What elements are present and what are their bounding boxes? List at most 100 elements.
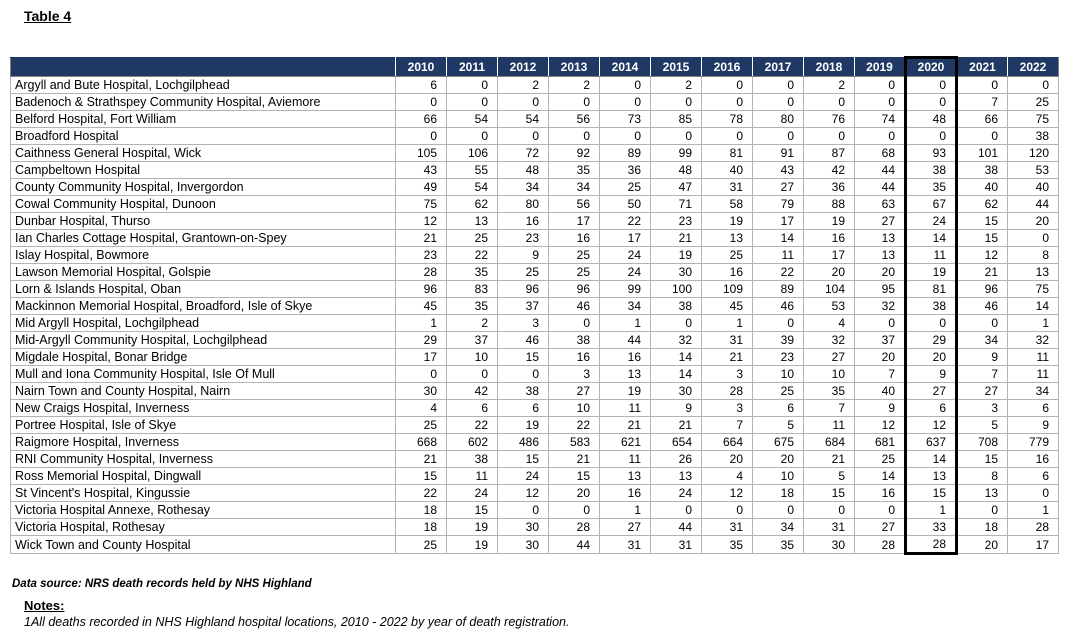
year-value-cell: 81 [904,280,958,298]
year-value-cell: 14 [752,229,804,247]
year-value-cell: 11 [752,246,804,264]
year-value-cell: 40 [956,178,1008,196]
year-value-cell: 19 [701,212,753,230]
year-value-cell: 20 [956,535,1008,554]
year-value-cell: 38 [446,450,498,468]
year-value-cell: 34 [956,331,1008,349]
year-value-cell: 0 [854,501,906,519]
year-value-cell: 21 [395,450,447,468]
year-value-cell: 25 [395,535,447,554]
year-value-cell: 54 [446,178,498,196]
year-column-header: 2015 [650,57,702,77]
year-value-cell: 25 [497,263,549,281]
table-header-row: 2010 2011 2012 2013 2014 2015 2016 2017 2018 2019… [10,56,1059,77]
year-value-cell: 1 [904,501,958,519]
year-value-cell: 76 [803,110,855,128]
year-value-cell: 779 [1007,433,1059,451]
year-value-cell: 42 [803,161,855,179]
year-value-cell: 75 [1007,280,1059,298]
year-value-cell: 16 [701,263,753,281]
year-value-cell: 0 [701,127,753,145]
year-value-cell: 45 [701,297,753,315]
year-value-cell: 16 [599,348,651,366]
year-value-cell: 0 [956,127,1008,145]
year-value-cell: 99 [650,144,702,162]
year-value-cell: 1 [1007,314,1059,332]
year-value-cell: 5 [803,467,855,485]
year-value-cell: 2 [446,314,498,332]
year-value-cell: 12 [701,484,753,502]
hospital-name-cell: Caithness General Hospital, Wick [10,144,396,162]
year-value-cell: 675 [752,433,804,451]
year-value-cell: 7 [956,365,1008,383]
year-value-cell: 78 [701,110,753,128]
year-value-cell: 28 [904,535,958,555]
year-value-cell: 53 [1007,161,1059,179]
table-row: Nairn Town and County Hospital, Nairn 30 4… [10,382,1059,400]
year-value-cell: 25 [854,450,906,468]
year-value-cell: 9 [650,399,702,417]
year-value-cell: 10 [752,365,804,383]
year-value-cell: 668 [395,433,447,451]
year-value-cell: 96 [497,280,549,298]
year-value-cell: 0 [548,127,600,145]
year-value-cell: 21 [548,450,600,468]
year-value-cell: 25 [599,178,651,196]
year-value-cell: 486 [497,433,549,451]
year-value-cell: 3 [956,399,1008,417]
year-value-cell: 46 [752,297,804,315]
year-value-cell: 22 [599,212,651,230]
year-value-cell: 25 [752,382,804,400]
year-value-cell: 56 [548,110,600,128]
year-value-cell: 13 [446,212,498,230]
year-value-cell: 75 [1007,110,1059,128]
year-value-cell: 19 [650,246,702,264]
year-value-cell: 7 [803,399,855,417]
year-value-cell: 67 [904,195,958,213]
year-column-header: 2013 [548,57,600,77]
year-value-cell: 55 [446,161,498,179]
year-value-cell: 15 [956,212,1008,230]
hospital-name-cell: Victoria Hospital, Rothesay [10,518,396,536]
year-value-cell: 44 [650,518,702,536]
year-value-cell: 20 [904,348,958,366]
year-value-cell: 0 [854,76,906,94]
year-value-cell: 708 [956,433,1008,451]
year-value-cell: 24 [904,212,958,230]
year-value-cell: 3 [548,365,600,383]
table-row: Islay Hospital, Bowmore 23 22 9 25 24 19 25 11 17… [10,246,1059,264]
hospital-name-cell: Portree Hospital, Isle of Skye [10,416,396,434]
hospital-name-cell: Badenoch & Strathspey Community Hospital… [10,93,396,111]
year-value-cell: 0 [752,93,804,111]
year-value-cell: 22 [446,416,498,434]
year-value-cell: 11 [1007,348,1059,366]
year-value-cell: 91 [752,144,804,162]
year-value-cell: 62 [446,195,498,213]
year-value-cell: 75 [395,195,447,213]
year-value-cell: 13 [904,467,958,485]
hospital-name-cell: Mull and Iona Community Hospital, Isle O… [10,365,396,383]
year-value-cell: 20 [701,450,753,468]
year-value-cell: 12 [854,416,906,434]
year-value-cell: 31 [701,331,753,349]
year-value-cell: 24 [650,484,702,502]
table-row: Portree Hospital, Isle of Skye 25 22 19 22 21… [10,416,1059,434]
year-value-cell: 0 [1007,229,1059,247]
hospital-name-cell: Ross Memorial Hospital, Dingwall [10,467,396,485]
year-value-cell: 13 [956,484,1008,502]
year-value-cell: 29 [395,331,447,349]
year-value-cell: 26 [650,450,702,468]
year-value-cell: 621 [599,433,651,451]
year-value-cell: 38 [956,161,1008,179]
year-value-cell: 13 [599,467,651,485]
year-value-cell: 0 [548,93,600,111]
year-value-cell: 19 [904,263,958,281]
year-value-cell: 46 [497,331,549,349]
year-value-cell: 47 [650,178,702,196]
hospital-name-cell: Islay Hospital, Bowmore [10,246,396,264]
year-value-cell: 15 [904,484,958,502]
hospital-name-cell: Nairn Town and County Hospital, Nairn [10,382,396,400]
year-value-cell: 19 [803,212,855,230]
year-column-header: 2019 [854,57,906,77]
year-value-cell: 104 [803,280,855,298]
